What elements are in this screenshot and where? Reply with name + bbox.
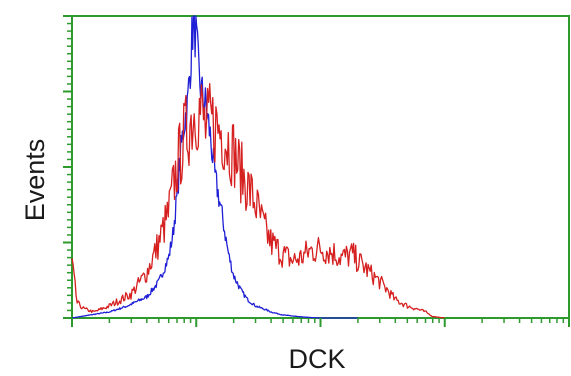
y-axis-label: Events — [20, 139, 50, 222]
plot-frame-border — [71, 15, 570, 319]
plot-area — [71, 15, 570, 319]
control-histogram — [71, 15, 358, 319]
sample-histogram — [71, 82, 445, 319]
series-layer — [71, 15, 445, 319]
axis-ticks — [63, 15, 570, 327]
x-axis-label: DCK — [288, 344, 345, 374]
